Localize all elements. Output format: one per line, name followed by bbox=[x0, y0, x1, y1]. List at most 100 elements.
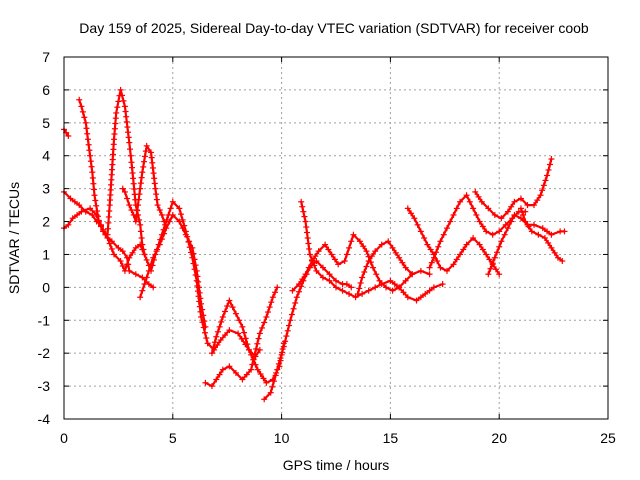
data-point-marker bbox=[217, 337, 224, 344]
data-point-marker bbox=[87, 152, 94, 159]
data-point-marker bbox=[218, 318, 225, 325]
data-point-marker bbox=[383, 284, 390, 291]
data-point-marker bbox=[129, 249, 136, 256]
data-point-marker bbox=[470, 205, 477, 212]
data-point-marker bbox=[372, 248, 379, 255]
data-point-marker bbox=[84, 130, 91, 137]
series-arc3 bbox=[61, 126, 72, 139]
data-point-marker bbox=[161, 218, 168, 225]
data-point-marker bbox=[346, 244, 353, 251]
data-point-marker bbox=[94, 213, 101, 220]
y-axis-label: SDTVAR / TECUs bbox=[6, 182, 22, 294]
data-point-marker bbox=[515, 208, 522, 215]
data-point-marker bbox=[115, 244, 122, 251]
data-point-marker bbox=[210, 344, 217, 351]
data-point-marker bbox=[138, 174, 145, 181]
data-point-marker bbox=[554, 254, 561, 261]
data-point-marker bbox=[193, 267, 200, 274]
y-tick-label: -1 bbox=[38, 312, 51, 328]
x-axis-label: GPS time / hours bbox=[283, 457, 390, 473]
data-point-marker bbox=[109, 161, 116, 168]
data-point-marker bbox=[201, 318, 208, 325]
data-point-marker bbox=[508, 203, 515, 210]
data-point-marker bbox=[129, 170, 136, 177]
data-point-marker bbox=[298, 198, 305, 205]
data-point-marker bbox=[245, 346, 252, 353]
data-point-marker bbox=[426, 271, 433, 278]
data-point-marker bbox=[305, 264, 312, 271]
data-point-marker bbox=[254, 340, 261, 347]
data-point-marker bbox=[107, 186, 114, 193]
data-point-marker bbox=[396, 254, 403, 261]
data-point-marker bbox=[496, 243, 503, 250]
y-tick-label: 2 bbox=[42, 214, 50, 230]
data-point-marker bbox=[195, 284, 202, 291]
data-point-marker bbox=[115, 98, 122, 105]
data-series bbox=[61, 86, 568, 403]
data-point-marker bbox=[492, 266, 499, 273]
data-point-marker bbox=[202, 323, 209, 330]
data-point-marker bbox=[522, 218, 529, 225]
data-point-marker bbox=[126, 267, 133, 274]
data-point-marker bbox=[417, 294, 424, 301]
data-point-marker bbox=[109, 156, 116, 163]
data-point-marker bbox=[137, 294, 144, 301]
data-point-marker bbox=[479, 246, 486, 253]
data-point-marker bbox=[139, 241, 146, 248]
data-point-marker bbox=[299, 203, 306, 210]
chart-title: Day 159 of 2025, Sidereal Day-to-day VTE… bbox=[79, 20, 589, 36]
data-point-marker bbox=[71, 198, 78, 205]
data-point-marker bbox=[179, 225, 186, 232]
data-point-marker bbox=[108, 171, 115, 178]
data-point-marker bbox=[309, 258, 316, 265]
data-point-marker bbox=[440, 231, 447, 238]
data-point-marker bbox=[105, 213, 112, 220]
data-point-marker bbox=[261, 319, 268, 326]
data-point-marker bbox=[417, 228, 424, 235]
data-point-marker bbox=[248, 366, 255, 373]
plot-frame bbox=[63, 56, 609, 420]
data-point-marker bbox=[414, 221, 421, 228]
data-point-marker bbox=[219, 366, 226, 373]
data-point-marker bbox=[350, 231, 357, 238]
data-point-marker bbox=[137, 180, 144, 187]
x-tick-label: 15 bbox=[383, 430, 399, 446]
data-point-marker bbox=[92, 197, 99, 204]
data-point-marker bbox=[426, 264, 433, 271]
data-point-marker bbox=[473, 211, 480, 218]
data-point-marker bbox=[133, 213, 140, 220]
x-tick-label: 20 bbox=[491, 430, 507, 446]
data-point-marker bbox=[485, 271, 492, 278]
data-point-marker bbox=[125, 261, 132, 268]
data-point-marker bbox=[150, 254, 157, 261]
data-point-marker bbox=[363, 263, 370, 270]
data-point-marker bbox=[283, 333, 290, 340]
data-point-marker bbox=[163, 225, 170, 232]
data-point-marker bbox=[232, 310, 239, 317]
data-point-marker bbox=[282, 338, 289, 345]
data-point-marker bbox=[169, 198, 176, 205]
data-point-marker bbox=[260, 375, 267, 382]
data-point-marker bbox=[356, 238, 363, 245]
data-point-marker bbox=[269, 383, 276, 390]
data-point-marker bbox=[517, 215, 524, 222]
data-point-marker bbox=[496, 228, 503, 235]
data-point-marker bbox=[517, 205, 524, 212]
data-point-marker bbox=[108, 238, 115, 245]
y-tick-label: -4 bbox=[38, 411, 51, 427]
data-point-marker bbox=[304, 235, 311, 241]
x-tick-label: 0 bbox=[60, 430, 68, 446]
data-point-marker bbox=[143, 274, 150, 281]
data-point-marker bbox=[274, 284, 281, 291]
data-point-marker bbox=[404, 294, 411, 301]
series-arc6 bbox=[137, 211, 209, 330]
data-point-marker bbox=[373, 271, 380, 278]
data-point-marker bbox=[216, 323, 223, 330]
x-tick-label: 25 bbox=[600, 430, 616, 446]
data-point-marker bbox=[539, 187, 546, 194]
data-point-marker bbox=[348, 238, 355, 245]
data-point-marker bbox=[326, 277, 333, 284]
data-point-marker bbox=[411, 215, 418, 222]
data-point-marker bbox=[166, 218, 173, 225]
data-point-marker bbox=[148, 149, 155, 156]
